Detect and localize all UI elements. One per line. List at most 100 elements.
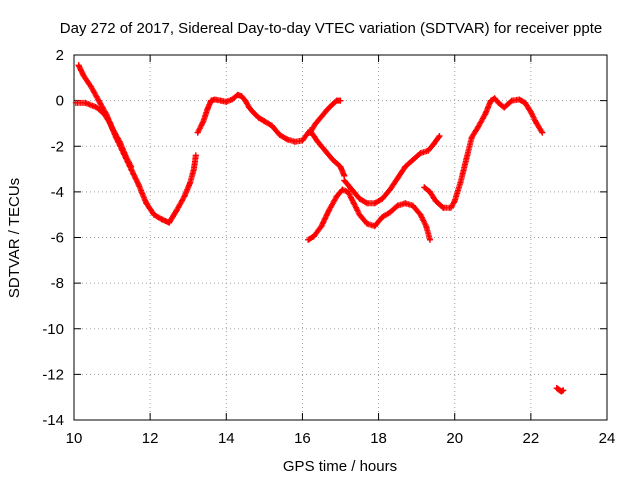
- data-point: [426, 188, 433, 195]
- data-point: [337, 163, 344, 170]
- data-point: [474, 125, 481, 131]
- data-point: [409, 156, 416, 163]
- data-point: [75, 62, 82, 69]
- data-point: [560, 387, 567, 394]
- data-point: [402, 163, 409, 170]
- series-arc-6: [341, 132, 443, 207]
- data-point: [463, 156, 470, 163]
- data-point: [345, 188, 352, 195]
- data-point: [93, 104, 100, 111]
- data-point: [208, 97, 215, 104]
- y-tick-label: -12: [42, 366, 64, 383]
- y-tick-label: -10: [42, 321, 64, 338]
- data-point: [409, 202, 416, 209]
- data-point: [364, 220, 371, 227]
- x-tick-label: 12: [142, 430, 159, 447]
- data-point: [379, 213, 386, 220]
- data-point: [116, 138, 123, 145]
- data-point: [261, 118, 268, 125]
- data-point: [310, 233, 317, 240]
- x-tick-label: 24: [599, 430, 616, 447]
- data-point: [432, 198, 439, 204]
- data-point: [440, 204, 447, 211]
- x-tick-label: 16: [294, 430, 311, 447]
- data-point: [166, 219, 173, 226]
- marker-trace: [341, 133, 443, 207]
- data-point: [339, 186, 346, 193]
- data-point: [516, 96, 523, 103]
- series-arc-1: [72, 99, 199, 226]
- data-point: [268, 122, 275, 129]
- data-point: [242, 97, 249, 104]
- data-point: [204, 106, 211, 113]
- data-point: [356, 195, 363, 202]
- x-tick-label: 22: [523, 430, 540, 447]
- data-point: [103, 111, 110, 118]
- series-arc-4: [305, 186, 433, 243]
- data-point: [501, 104, 508, 111]
- x-tick-label: 18: [370, 430, 387, 447]
- marker-trace: [307, 97, 344, 136]
- data-point: [341, 177, 348, 184]
- data-point: [228, 96, 235, 103]
- data-point: [150, 211, 157, 218]
- x-tick-label: 10: [66, 430, 83, 447]
- data-point: [255, 114, 262, 121]
- axis-ticks: [73, 54, 608, 421]
- data-point: [95, 97, 102, 104]
- data-point: [305, 236, 312, 243]
- data-point: [417, 150, 424, 157]
- data-point: [312, 120, 319, 127]
- data-point: [379, 195, 386, 202]
- y-axis-label: SDTVAR / TECUs: [6, 178, 23, 298]
- data-point: [143, 200, 150, 207]
- x-tick-label: 20: [446, 430, 463, 447]
- series-arc-2: [75, 62, 135, 170]
- data-point: [539, 129, 546, 136]
- data-point: [128, 163, 135, 170]
- marker-trace: [305, 186, 433, 243]
- data-point: [324, 106, 331, 113]
- data-point: [326, 207, 333, 214]
- data-point: [533, 120, 540, 127]
- data-point: [394, 175, 401, 182]
- data-point: [386, 186, 393, 193]
- x-axis-label: GPS time / hours: [283, 458, 397, 475]
- data-point: [451, 198, 458, 204]
- y-tick-label: -14: [42, 412, 64, 429]
- data-point: [238, 93, 245, 100]
- data-marks: [72, 62, 567, 395]
- data-point: [109, 125, 116, 131]
- data-point: [430, 140, 437, 147]
- data-point: [88, 83, 95, 90]
- data-point: [371, 223, 378, 230]
- series-arc-3: [194, 91, 348, 179]
- data-point: [276, 131, 283, 138]
- data-point: [371, 200, 378, 207]
- data-point: [291, 138, 298, 145]
- data-point: [234, 91, 241, 98]
- data-point: [487, 97, 494, 104]
- data-point: [299, 137, 306, 144]
- data-point: [350, 200, 357, 207]
- marker-trace: [194, 91, 348, 179]
- marker-trace: [421, 95, 546, 211]
- data-point: [249, 109, 256, 116]
- data-point: [192, 152, 199, 159]
- data-point: [318, 113, 325, 120]
- data-point: [348, 186, 355, 193]
- x-tick-label: 14: [218, 430, 235, 447]
- data-point: [135, 182, 142, 189]
- data-point: [187, 179, 194, 186]
- data-point: [194, 129, 201, 136]
- data-point: [457, 179, 464, 186]
- y-tick-label: -2: [51, 138, 64, 155]
- data-point: [329, 156, 336, 163]
- chart-title: Day 272 of 2017, Sidereal Day-to-day VTE…: [60, 20, 602, 37]
- y-tick-label: -4: [51, 184, 64, 201]
- data-point: [246, 104, 253, 111]
- data-point: [417, 211, 424, 218]
- y-tick-label: -8: [51, 275, 64, 292]
- data-point: [190, 166, 197, 173]
- data-point: [223, 98, 230, 105]
